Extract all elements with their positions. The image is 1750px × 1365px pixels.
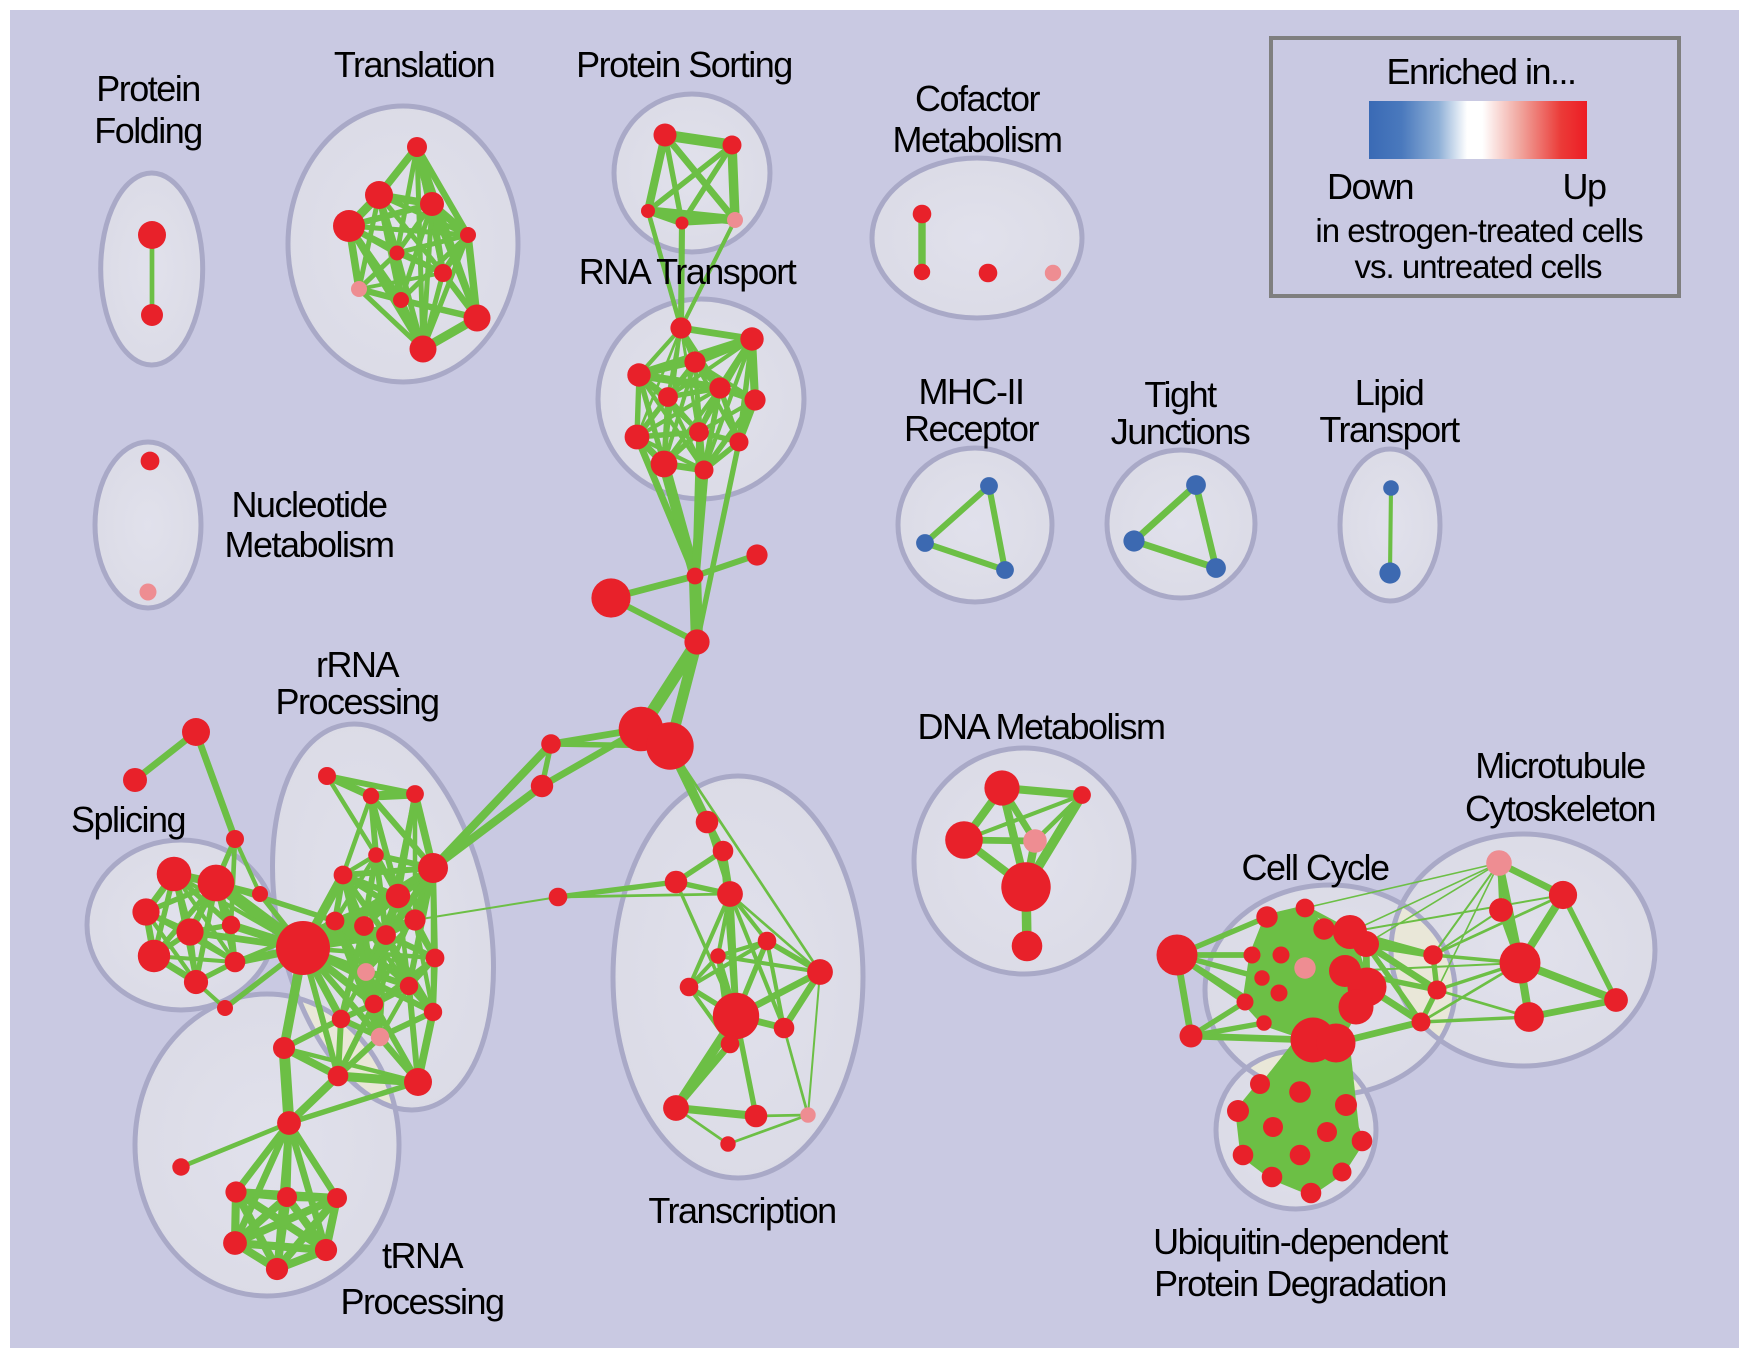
svg-text:Ubiquitin-dependent: Ubiquitin-dependent [1153, 1221, 1448, 1262]
svg-text:Transcription: Transcription [648, 1190, 835, 1231]
svg-text:tRNA: tRNA [382, 1235, 463, 1276]
svg-text:Transport: Transport [1319, 409, 1460, 450]
svg-text:Nucleotide: Nucleotide [231, 484, 387, 525]
svg-text:DNA Metabolism: DNA Metabolism [917, 706, 1164, 747]
svg-text:Protein Sorting: Protein Sorting [576, 44, 792, 85]
svg-text:vs. untreated cells: vs. untreated cells [1355, 248, 1602, 285]
svg-text:Folding: Folding [94, 110, 202, 151]
svg-text:Lipid: Lipid [1355, 372, 1424, 413]
svg-text:in estrogen-treated cells: in estrogen-treated cells [1315, 212, 1643, 249]
svg-text:Metabolism: Metabolism [224, 524, 393, 565]
svg-text:Translation: Translation [334, 44, 494, 85]
svg-text:Cell Cycle: Cell Cycle [1241, 847, 1389, 888]
svg-text:Enriched in...: Enriched in... [1386, 51, 1575, 92]
svg-text:Processing: Processing [340, 1281, 503, 1322]
svg-text:MHC-II: MHC-II [919, 371, 1024, 412]
svg-text:RNA Transport: RNA Transport [579, 251, 797, 292]
svg-text:Tight: Tight [1144, 374, 1217, 415]
svg-text:Splicing: Splicing [71, 799, 185, 840]
svg-text:Receptor: Receptor [904, 408, 1040, 449]
svg-text:Microtubule: Microtubule [1475, 745, 1645, 786]
svg-text:Down: Down [1327, 166, 1413, 207]
svg-text:Protein: Protein [96, 68, 200, 109]
svg-text:Metabolism: Metabolism [892, 119, 1061, 160]
svg-text:Junctions: Junctions [1111, 411, 1250, 452]
svg-text:Protein Degradation: Protein Degradation [1154, 1263, 1446, 1304]
svg-text:Cofactor: Cofactor [915, 78, 1041, 119]
svg-text:rRNA: rRNA [316, 644, 399, 685]
svg-text:Cytoskeleton: Cytoskeleton [1465, 788, 1655, 829]
svg-text:Processing: Processing [275, 681, 438, 722]
svg-text:Up: Up [1562, 166, 1605, 207]
